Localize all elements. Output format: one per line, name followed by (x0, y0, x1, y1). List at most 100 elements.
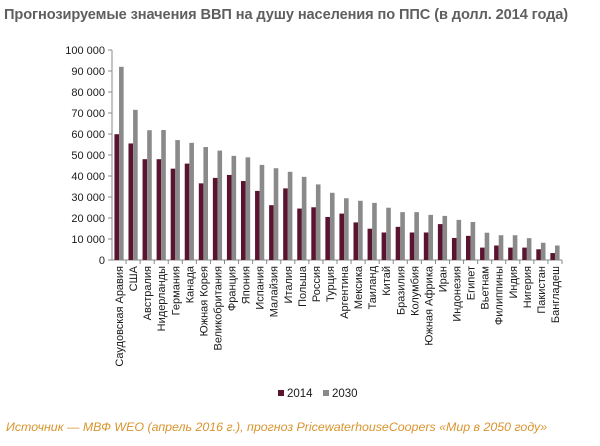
bar-2030 (203, 147, 209, 260)
bar-2030 (133, 109, 138, 260)
bar-2030 (428, 214, 434, 260)
bar-2014 (311, 207, 316, 260)
bar-2014 (114, 134, 120, 260)
bar-2014 (170, 168, 176, 260)
y-tick-label: 20 000 (71, 213, 105, 225)
category-label: Вьетнам (480, 266, 492, 310)
category-label: Пакистан (536, 266, 548, 314)
bar-2030 (358, 200, 363, 260)
bar-2014 (226, 174, 232, 260)
bar-2030 (119, 66, 124, 260)
y-tick-label: 10 000 (71, 234, 105, 246)
bar-2014 (283, 188, 288, 260)
category-label: Япония (241, 266, 253, 304)
category-label: Аргентина (339, 265, 351, 319)
legend: 2014 2030 (278, 388, 358, 400)
category-label: США (128, 265, 140, 291)
bar-2014 (494, 245, 499, 260)
bar-2030 (526, 238, 532, 260)
bar-2014 (325, 216, 330, 260)
bar-2030 (329, 192, 335, 260)
bar-2014 (297, 208, 302, 260)
bar-2014 (395, 226, 401, 260)
x-axis-labels: Саудовская Аравия США Австралия Нидерланды Г… (114, 260, 563, 367)
bar-2014 (128, 143, 134, 260)
category-label: Колумбия (409, 266, 421, 316)
bar-2014 (409, 232, 415, 260)
legend-swatch-2030 (323, 390, 329, 396)
category-label: Саудовская Аравия (114, 266, 126, 367)
bar-2030 (554, 245, 560, 260)
bar-2030 (414, 212, 419, 260)
bar-2030 (315, 184, 321, 260)
bar-2030 (287, 171, 293, 260)
bars (114, 66, 560, 260)
bar-2030 (386, 207, 391, 260)
y-tick-label: 100 000 (65, 45, 105, 57)
bar-2014 (550, 253, 555, 260)
bar-2030 (161, 130, 166, 260)
bar-2014 (465, 235, 471, 260)
bar-2014 (480, 247, 485, 260)
bar-2030 (175, 140, 180, 260)
bar-2014 (184, 163, 190, 260)
bar-2014 (381, 232, 387, 260)
bar-2014 (240, 181, 246, 260)
bar-2030 (231, 155, 237, 260)
bar-2030 (372, 202, 377, 260)
bar-2030 (147, 130, 152, 260)
bar-2014 (536, 249, 541, 260)
bar-2030 (273, 168, 279, 260)
category-label: Южная Африка (423, 265, 435, 346)
category-label: Индонезия (452, 266, 464, 322)
y-tick-label: 30 000 (71, 192, 105, 204)
category-label: Россия (311, 266, 323, 302)
y-tick-label: 70 000 (71, 108, 105, 120)
bar-2014 (269, 205, 274, 260)
category-label: Иран (437, 266, 449, 292)
category-label: Франция (227, 266, 239, 311)
bar-2030 (470, 221, 476, 260)
category-label: Австралия (142, 266, 154, 320)
category-label: Великобритания (212, 266, 224, 351)
category-label: Филиппины (494, 266, 506, 325)
source-note: Источник — МВФ WEO (апрель 2016 г.), про… (6, 420, 548, 434)
category-label: Польша (297, 265, 309, 307)
category-label: Южная Корея (198, 266, 210, 336)
bar-2014 (212, 177, 218, 260)
bar-2014 (142, 159, 148, 260)
legend-swatch-2014 (278, 390, 284, 396)
bar-2014 (198, 183, 204, 260)
bar-2014 (339, 213, 345, 260)
bar-2014 (437, 224, 443, 260)
bar-2030 (189, 142, 194, 260)
bar-2030 (540, 242, 546, 260)
bar-2014 (367, 228, 373, 260)
bar-2030 (301, 176, 307, 260)
legend-label-2030: 2030 (332, 388, 358, 400)
category-label: Бангладеш (550, 266, 562, 323)
y-tick-label: 0 (99, 255, 105, 267)
bar-2014 (522, 247, 527, 260)
category-label: Нигерия (522, 266, 534, 308)
bar-2014 (156, 159, 162, 260)
y-tick-label: 90 000 (71, 66, 105, 78)
y-axis: 0 10 000 20 000 30 000 40 000 50 000 60 000 70 … (65, 45, 562, 267)
category-label: Мексика (353, 265, 365, 309)
bar-2030 (400, 212, 405, 260)
category-label: Германия (170, 266, 182, 315)
bar-2014 (255, 190, 260, 260)
bar-2014 (353, 222, 359, 260)
chart-title: Прогнозируемые значения ВВП на душу насе… (4, 7, 569, 23)
category-label: Бразилия (395, 266, 407, 315)
bar-2030 (498, 235, 504, 260)
bar-2030 (217, 150, 223, 260)
bar-2030 (245, 157, 251, 260)
bar-2014 (451, 237, 457, 260)
bar-2014 (423, 232, 429, 260)
category-label: Малайзия (269, 266, 281, 317)
category-label: Турция (325, 266, 337, 302)
category-label: Италия (283, 266, 295, 304)
y-tick-label: 40 000 (71, 171, 105, 183)
